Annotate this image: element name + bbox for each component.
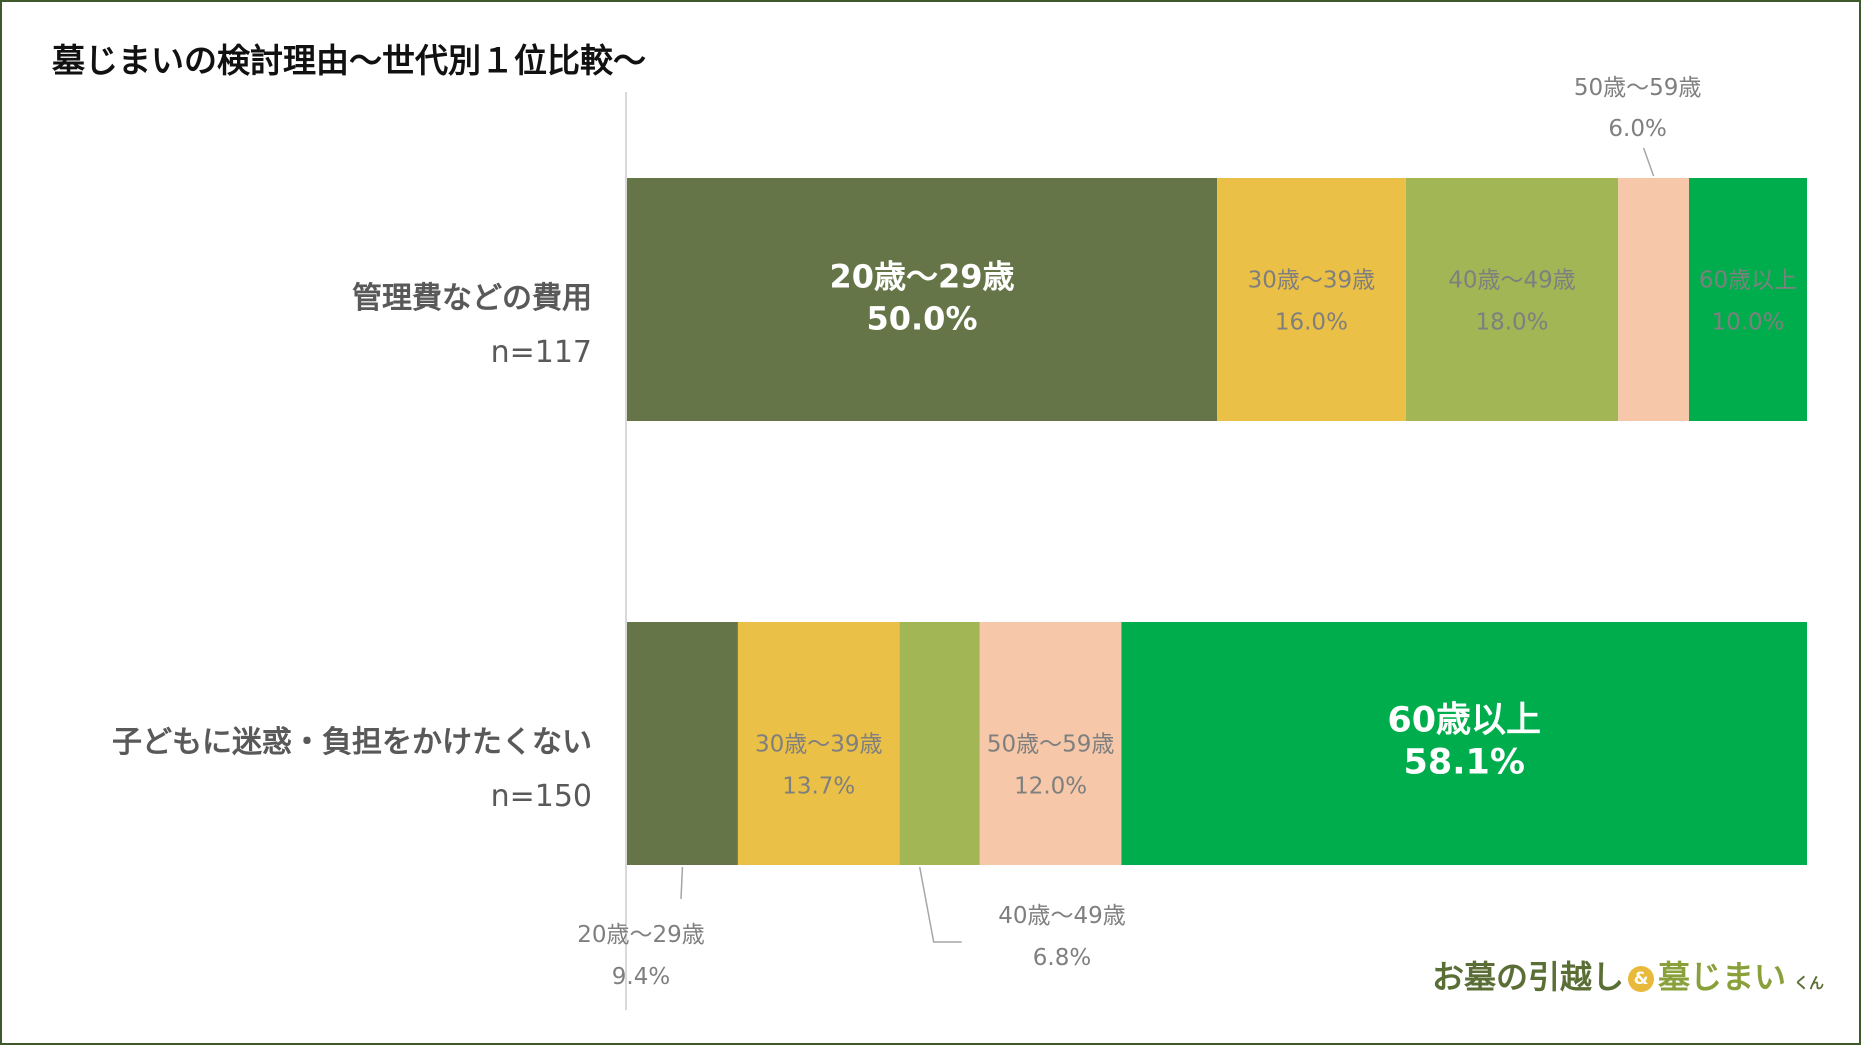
logo-text-2: 墓じまい [1658,958,1787,996]
data-label-0-0-series-name: 20歳～29歳 [829,258,1014,296]
data-label-1-2-value: 6.8% [1033,945,1091,971]
leader-line-0-3 [1642,147,1655,177]
plot-area: 管理費などの費用 n=117 子どもに迷惑・負担をかけたくない n=150 20歳～29… [112,75,1807,990]
data-label-1-3-series-name: 50歳～59歳 [987,732,1115,758]
category-n-1: n=150 [491,779,592,814]
brand-logo: お墓の引越し & 墓じまい くん [1432,952,1824,998]
data-label-1-3-value: 12.0% [1014,774,1087,800]
data-label-1-4-series-name: 60歳以上 [1387,701,1541,741]
logo-text-1: お墓の引越し [1432,958,1625,996]
data-label-1-1-value: 13.7% [782,774,855,800]
data-label-0-0-value: 50.0% [866,300,977,338]
category-n-0: n=117 [491,335,592,370]
logo-text-3: くん [1794,974,1825,992]
data-label-0-4-value: 10.0% [1711,310,1784,336]
bar-segment-1-0 [627,622,738,865]
chart-title: 墓じまいの検討理由～世代別１位比較～ [52,41,646,80]
data-label-0-2-value: 18.0% [1475,310,1548,336]
bar-segment-0-4 [1689,178,1807,421]
data-label-1-0-value: 9.4% [612,964,670,990]
data-label-1-1-series-name: 30歳～39歳 [755,732,883,758]
category-label-0: 管理費などの費用 [352,281,592,316]
bar-segment-1-1 [737,622,900,865]
bar-segment-1-4 [1121,622,1807,865]
data-label-1-4-value: 58.1% [1403,743,1524,783]
leader-line-1-2 [918,866,962,943]
data-label-0-1-series-name: 30歳～39歳 [1248,268,1376,294]
bar-segment-0-0 [627,178,1217,421]
data-label-0-3-series-name: 50歳～59歳 [1574,75,1702,101]
bar-segment-1-3 [979,622,1122,865]
bar-segment-0-1 [1217,178,1406,421]
data-label-0-2-series-name: 40歳～49歳 [1448,268,1576,294]
bar-segment-0-2 [1405,178,1619,421]
logo-ampersand: & [1628,966,1655,992]
bar-segment-0-3 [1618,178,1689,421]
leader-line-1-0 [680,866,684,900]
data-label-0-3-value: 6.0% [1608,116,1666,142]
category-label-1: 子どもに迷惑・負担をかけたくない [112,725,592,760]
data-label-0-1-value: 16.0% [1275,310,1348,336]
bar-segment-1-2 [899,622,980,865]
data-label-1-0-series-name: 20歳～29歳 [577,922,705,948]
data-label-1-2-series-name: 40歳～49歳 [998,903,1126,929]
data-label-0-4-series-name: 60歳以上 [1699,268,1797,294]
